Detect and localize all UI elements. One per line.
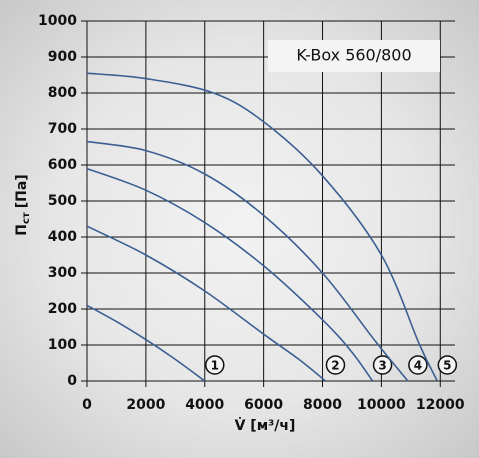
y-label-sub: ст (21, 212, 32, 224)
y-tick-label: 300 (48, 265, 77, 281)
x-axis-label: V̇ [м³/ч] (235, 417, 296, 434)
curve-label-circle (205, 355, 225, 375)
y-label-unit: [Па] (14, 174, 30, 208)
y-tick-label: 600 (48, 157, 77, 173)
y-tick-label: 700 (48, 121, 77, 137)
curve-label: 4 (414, 359, 422, 373)
y-tick-label: 1000 (38, 13, 77, 29)
y-tick-label: 800 (48, 85, 77, 101)
curve-label-circle (325, 355, 346, 375)
x-tick-label: 8000 (303, 397, 342, 413)
curve (86, 167, 374, 382)
curve-label-circle (437, 355, 458, 375)
y-tick-label: 200 (48, 301, 77, 317)
y-tick-label: 400 (48, 229, 77, 245)
y-tick-label: 500 (48, 193, 77, 209)
x-tick-label: 12000 (416, 397, 465, 413)
x-tick-label: 4000 (185, 397, 224, 413)
curve-label: 3 (378, 359, 386, 373)
x-tick-label: 2000 (126, 397, 165, 413)
curve-label-circle (372, 355, 393, 375)
y-label-symbol: П (14, 224, 30, 236)
curve-label-circle (408, 355, 428, 375)
y-tick-label: 100 (48, 337, 77, 353)
y-tick-label: 0 (67, 373, 77, 389)
curve (86, 140, 409, 382)
curve (86, 225, 326, 382)
curve (86, 304, 206, 382)
y-tick-label: 900 (48, 49, 77, 65)
curve-label: 1 (211, 359, 219, 373)
curve-label: 5 (443, 359, 451, 373)
curve (86, 72, 439, 382)
title-box (268, 40, 440, 72)
chart-title: K-Box 560/800 (296, 46, 411, 65)
x-tick-label: 6000 (244, 397, 283, 413)
curve-label: 2 (331, 359, 339, 373)
x-tick-label: 10000 (357, 397, 406, 413)
y-axis-label: Пст [Па] (14, 174, 32, 235)
x-tick-label: 0 (82, 397, 92, 413)
